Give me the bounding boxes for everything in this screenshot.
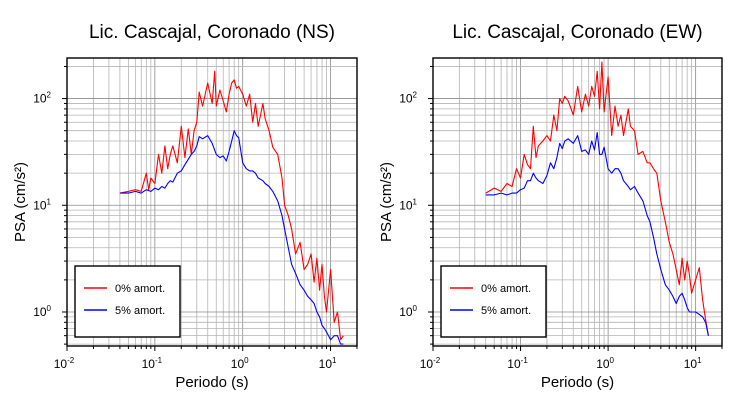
chart1-title: Lic. Cascajal, Coronado (NS) <box>89 22 335 43</box>
chart2-x-tick-label: 101 <box>684 356 702 371</box>
chart1: 10-2 10-1 100 101 100 101 102 Lic. Cascajal, Co… <box>12 22 358 391</box>
chart1-legend-box <box>74 265 181 338</box>
chart2-series-1-line <box>485 61 709 336</box>
chart1-legend-label-1: 0% amort. <box>115 283 165 295</box>
chart1-x-tick-label: 10-2 <box>54 356 75 371</box>
chart1-legend: 0% amort. 5% amort. <box>74 265 181 338</box>
chart1-legend-label-2: 5% amort. <box>115 305 165 317</box>
chart2-x-tick-label: 10-2 <box>420 356 441 371</box>
chart2-y-tick-label: 102 <box>399 91 417 106</box>
chart1-x-tick-label: 100 <box>231 356 249 371</box>
chart2: 10-2 10-1 100 101 100 101 102 Lic. Cascajal, Co… <box>378 22 723 391</box>
chart2-y-tick-label: 100 <box>399 304 417 319</box>
chart2-title: Lic. Cascajal, Coronado (EW) <box>452 22 702 43</box>
chart1-x-tick-label: 10-1 <box>142 356 163 371</box>
chart1-grid <box>66 58 358 346</box>
chart1-y-axis-label: PSA (cm/s²) <box>12 162 29 242</box>
chart2-series-2-line <box>485 132 709 336</box>
chart1-y-tick-label: 101 <box>33 197 51 212</box>
chart2-y-tick-label: 101 <box>399 197 417 212</box>
chart1-y-tick-label: 100 <box>33 304 51 319</box>
chart2-legend-box <box>440 265 547 338</box>
chart2-legend-label-1: 0% amort. <box>481 283 531 295</box>
chart2-y-axis-label: PSA (cm/s²) <box>378 162 395 242</box>
chart2-legend-label-2: 5% amort. <box>481 305 531 317</box>
chart2-x-axis-label: Periodo (s) <box>541 374 614 391</box>
chart1-x-tick-label: 101 <box>319 356 337 371</box>
chart2-x-tick-label: 10-1 <box>507 356 528 371</box>
chart2-plot-frame <box>432 57 723 347</box>
chart1-y-tick-label: 102 <box>33 91 51 106</box>
chart1-series-1-line <box>119 70 344 341</box>
chart2-x-tick-label: 100 <box>596 356 614 371</box>
chart1-plot-frame <box>66 57 358 347</box>
chart1-x-axis-label: Periodo (s) <box>175 374 248 391</box>
chart1-series-2-line <box>119 130 344 345</box>
chart2-legend: 0% amort. 5% amort. <box>440 265 547 338</box>
